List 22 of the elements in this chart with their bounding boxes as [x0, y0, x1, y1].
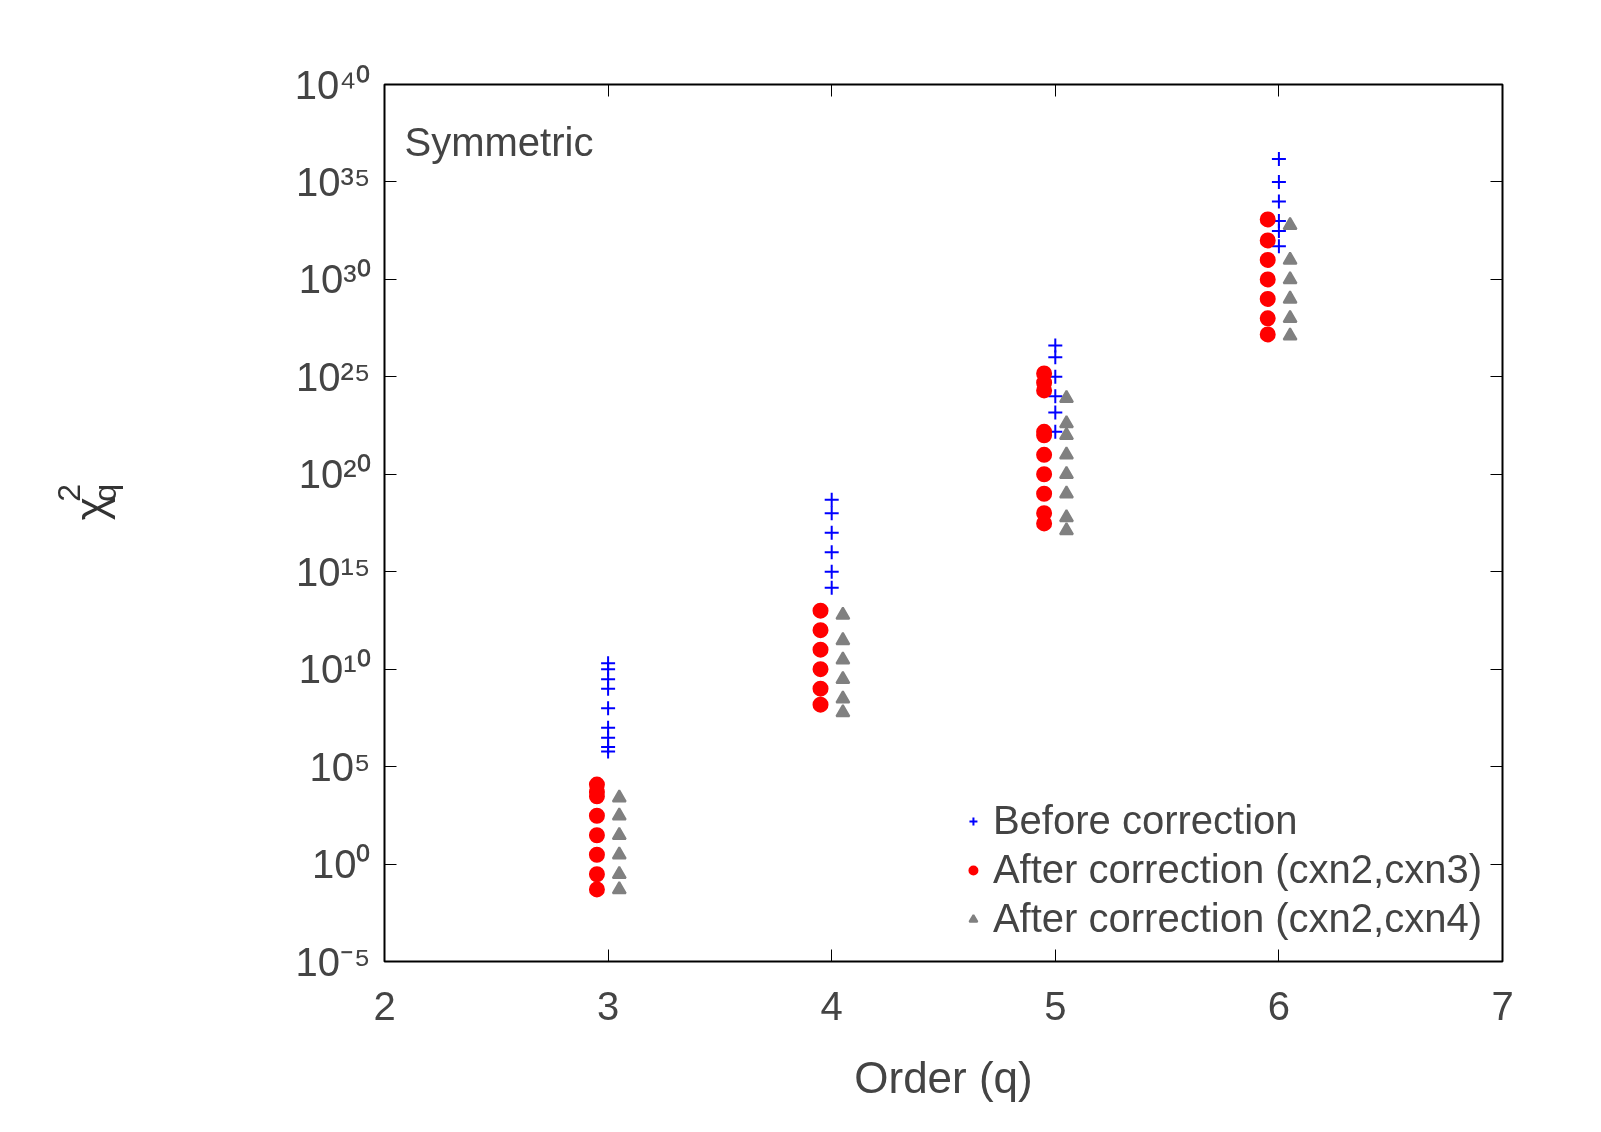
y-tick-label: 10¹⁵ [296, 549, 371, 594]
y-tick-label: 10⁰ [312, 842, 371, 887]
x-tick-label: 6 [1267, 983, 1291, 1028]
y-tick-label: 10⁻⁵ [295, 939, 371, 984]
x-axis-title: Order (q) [854, 1052, 1033, 1102]
y-tick-label: 10⁵ [309, 744, 371, 789]
x-tick-label: 4 [820, 983, 843, 1028]
x-tick-label: 7 [1491, 983, 1514, 1028]
x-tick-label: 2 [373, 983, 396, 1028]
y-tick-label: 10²⁰ [298, 452, 371, 497]
y-tick-label: 10⁴⁰ [294, 62, 371, 107]
y-axis-title: χq2 [50, 483, 123, 521]
annotation: Symmetric [404, 119, 594, 164]
x-tick-label: 5 [1044, 983, 1067, 1028]
x-tick-label: 3 [596, 983, 620, 1028]
y-tick-label: 10³⁵ [296, 159, 371, 204]
y-tick-label: 10¹⁰ [298, 647, 371, 692]
y-tick-label: 10²⁵ [296, 354, 371, 399]
legend-label: After correction (cxn2,cxn3) [992, 847, 1482, 892]
legend-label: Before correction [992, 798, 1298, 843]
y-tick-label: 10³⁰ [298, 257, 371, 302]
legend-label: After correction (cxn2,cxn4) [992, 896, 1482, 941]
